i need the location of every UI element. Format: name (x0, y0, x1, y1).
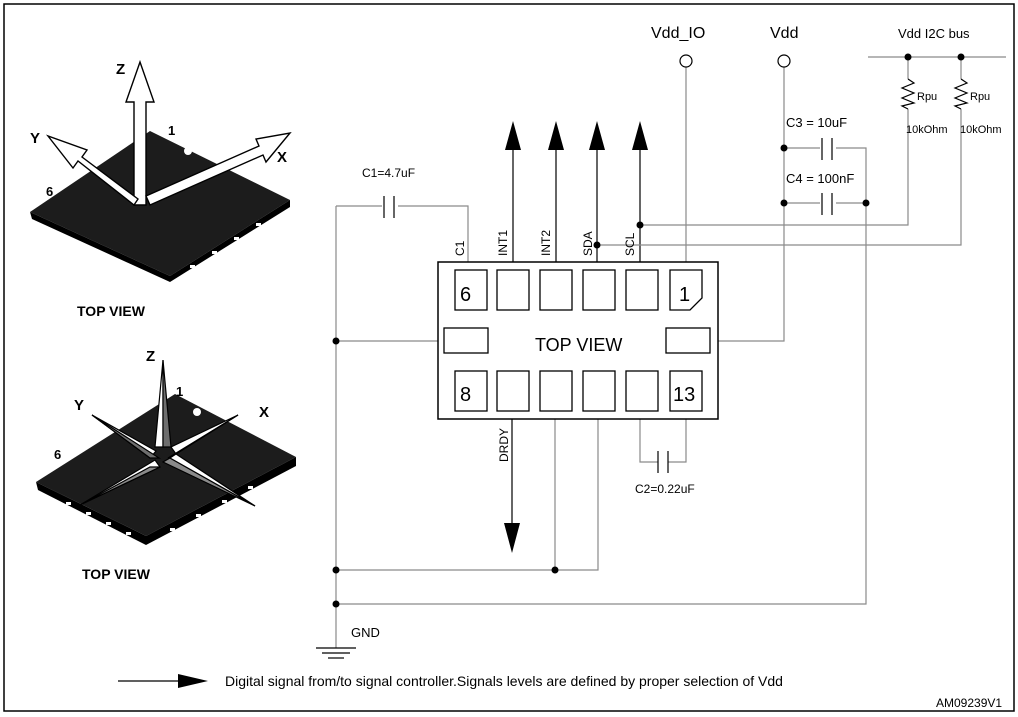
resistor-1-value: 10kOhm (906, 124, 948, 136)
ground-symbol (316, 647, 356, 659)
pin-label-int2: INT2 (539, 230, 553, 256)
pin6-label: 6 (46, 184, 53, 199)
legend: Digital signal from/to signal controller… (118, 673, 783, 689)
pad-left (443, 327, 489, 354)
resistor-2-name: Rpu (970, 91, 990, 103)
pad-1 (669, 269, 703, 311)
axis-star (79, 359, 256, 507)
pad-8 (454, 370, 488, 412)
package-view-bottom: Z Y X 1 6 TOP VIEW (36, 348, 296, 582)
pin1-marker (184, 147, 192, 155)
pad-int2 (539, 269, 573, 311)
resistor-1-name: Rpu (917, 91, 937, 103)
chip-top-view-label: TOP VIEW (535, 335, 622, 355)
axis-label-z: Z (116, 61, 125, 78)
pad-right (665, 327, 711, 354)
capacitor-c2-label: C2=0.22uF (635, 482, 695, 496)
capacitor-c3-label: C3 = 10uF (786, 115, 847, 130)
capacitor-c4-label: C4 = 100nF (786, 171, 854, 186)
bottom-view-caption: TOP VIEW (82, 566, 151, 582)
top-view-caption: TOP VIEW (77, 303, 146, 319)
axis-label-x-bottom: X (259, 404, 269, 421)
capacitor-c1-symbol (383, 196, 395, 218)
pad-6-label: 6 (460, 284, 471, 306)
capacitor-c3-symbol (821, 138, 833, 160)
sensor-chip: 6 1 8 13 TOP VIEW (437, 261, 719, 420)
pin-label-sda: SDA (581, 231, 595, 256)
resistor-2-value: 10kOhm (960, 124, 1002, 136)
pad-scl (625, 269, 659, 311)
vdd-io-terminal (679, 54, 693, 68)
pad-13-label: 13 (673, 384, 695, 406)
pin6-label-bottom: 6 (54, 447, 61, 462)
vdd-terminal (777, 54, 791, 68)
y-axis-arrow (45, 134, 139, 207)
package-leads-bottom (66, 486, 253, 535)
pad-13 (669, 370, 703, 412)
capacitor-c4-symbol (821, 193, 833, 215)
pad-sda (582, 269, 616, 311)
package-leads-top (64, 223, 261, 269)
capacitor-c2-symbol (657, 451, 669, 473)
pad-bottom-4 (582, 370, 616, 412)
pad-6 (454, 269, 488, 311)
pad-bottom-5 (625, 370, 659, 412)
pin-label-drdy: DRDY (497, 428, 511, 462)
capacitor-c1-label: C1=4.7uF (362, 166, 415, 180)
signal-arrowheads (504, 121, 648, 553)
ground-label: GND (351, 625, 380, 640)
axis-label-y-bottom: Y (74, 397, 84, 414)
pin1-label-bottom: 1 (176, 384, 183, 399)
pin-label-scl: SCL (623, 232, 637, 256)
vdd-label: Vdd (770, 25, 798, 42)
package-view-top: Z Y X 1 6 TOP VIEW (30, 59, 292, 319)
legend-text: Digital signal from/to signal controller… (225, 673, 783, 689)
pin1-label: 1 (168, 123, 175, 138)
pad-bottom-3 (539, 370, 573, 412)
pad-drdy (496, 370, 530, 412)
vdd-i2c-label: Vdd I2C bus (898, 26, 970, 41)
figure-code: AM09239V1 (936, 696, 1002, 710)
resistor-rpu-2-symbol (953, 78, 969, 110)
axis-label-z-bottom: Z (146, 348, 155, 365)
pin-label-c1: C1 (453, 240, 467, 256)
vdd-io-label: Vdd_IO (651, 25, 705, 42)
pad-int1 (496, 269, 530, 311)
pad-1-label: 1 (679, 284, 690, 306)
figure-border (3, 3, 1015, 712)
pin1-marker-bottom (193, 408, 201, 416)
schematic-wires (335, 56, 1006, 648)
x-axis-arrow (145, 131, 292, 206)
resistor-rpu-1-symbol (900, 78, 916, 110)
pad-8-label: 8 (460, 384, 471, 406)
z-axis-arrow (125, 59, 155, 206)
pin-label-int1: INT1 (496, 230, 510, 256)
junction-dots (332, 53, 965, 608)
axis-label-y: Y (30, 130, 40, 147)
axis-label-x: X (277, 149, 287, 166)
